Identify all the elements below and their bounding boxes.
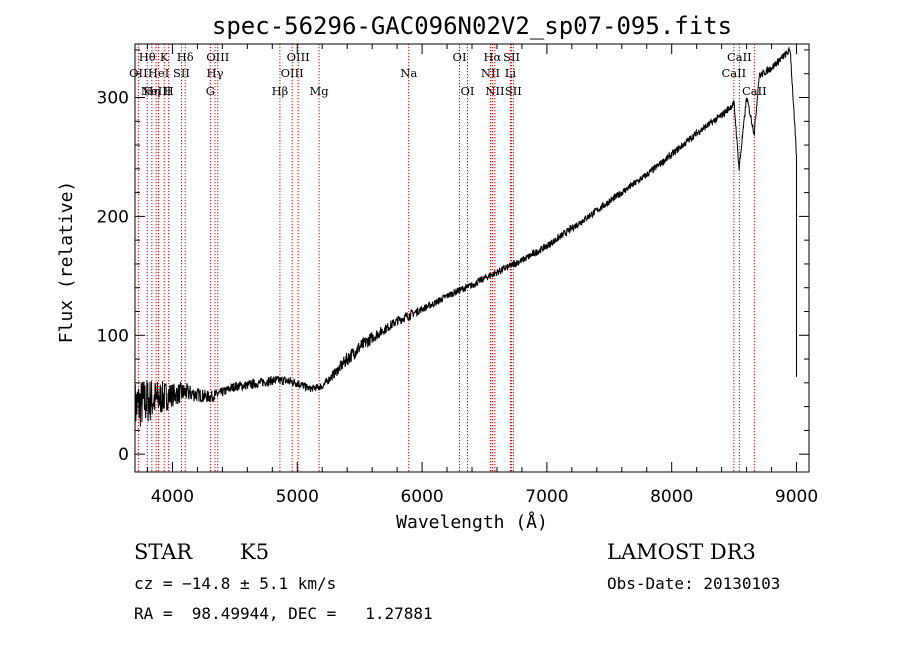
x-tick-label-2: 6000 <box>400 487 443 507</box>
line-label-6: H <box>164 84 174 98</box>
y-tick-label-2: 200 <box>97 207 129 227</box>
line-label-3: NeIII <box>141 84 172 98</box>
line-label-2: Hη <box>143 84 160 98</box>
chart-title: spec-56296-GAC096N02V2_sp07-095.fits <box>212 12 732 40</box>
line-label-21: NII <box>485 84 504 98</box>
coordinates: RA = 98.49944, DEC = 1.27881 <box>134 604 433 623</box>
line-label-17: OI <box>453 50 467 64</box>
observation-date: Obs-Date: 20130103 <box>607 574 781 593</box>
axis-ticks <box>135 44 809 472</box>
line-label-18: OI <box>461 84 475 98</box>
line-label-20: Hα <box>483 50 501 64</box>
line-label-0: OII <box>129 66 148 80</box>
line-label-1: Hθ <box>139 50 156 64</box>
line-label-16: Na <box>400 66 417 80</box>
y-tick-label-0: 0 <box>118 445 129 465</box>
x-tick-label-4: 8000 <box>650 487 693 507</box>
line-label-12: Hβ <box>272 84 289 98</box>
line-label-10: Hγ <box>207 66 224 80</box>
line-label-11: OIII <box>206 50 229 64</box>
line-label-7: SII <box>173 66 190 80</box>
redshift-velocity: cz = −14.8 ± 5.1 km/s <box>134 574 337 593</box>
x-axis-label: Wavelength (Å) <box>396 511 548 533</box>
line-label-23: SII <box>503 50 520 64</box>
line-label-26: CaII <box>727 50 752 64</box>
spectrum-flux-line <box>134 46 797 433</box>
object-class: STAR <box>134 540 193 564</box>
line-label-22: Li <box>505 66 517 80</box>
line-label-4: HeI <box>148 66 169 80</box>
x-tick-label-0: 4000 <box>151 487 194 507</box>
line-label-13: OIII <box>281 66 304 80</box>
line-label-15: Mg <box>310 84 330 98</box>
object-subclass: K5 <box>240 540 270 564</box>
axis-tick-labels: 4000 5000 6000 7000 8000 9000 0 100 200 300 <box>97 89 819 508</box>
line-label-14: OIII <box>287 50 310 64</box>
line-label-24: SII <box>505 84 522 98</box>
line-label-25: CaII <box>721 66 746 80</box>
x-tick-label-1: 5000 <box>276 487 319 507</box>
survey-name: LAMOST DR3 <box>607 540 756 564</box>
plot-frame <box>134 43 810 473</box>
line-label-27: CaII <box>742 84 767 98</box>
y-tick-label-3: 300 <box>97 89 129 109</box>
line-label-19: NII <box>481 66 500 80</box>
line-label-8: Hδ <box>177 50 194 64</box>
x-tick-label-5: 9000 <box>775 487 818 507</box>
spectral-line-markers <box>137 44 755 472</box>
y-tick-label-1: 100 <box>97 326 129 346</box>
line-label-9: G <box>206 84 215 98</box>
x-tick-label-3: 7000 <box>525 487 568 507</box>
line-label-5: K <box>160 50 169 64</box>
y-axis-label: Flux (relative) <box>56 181 77 344</box>
